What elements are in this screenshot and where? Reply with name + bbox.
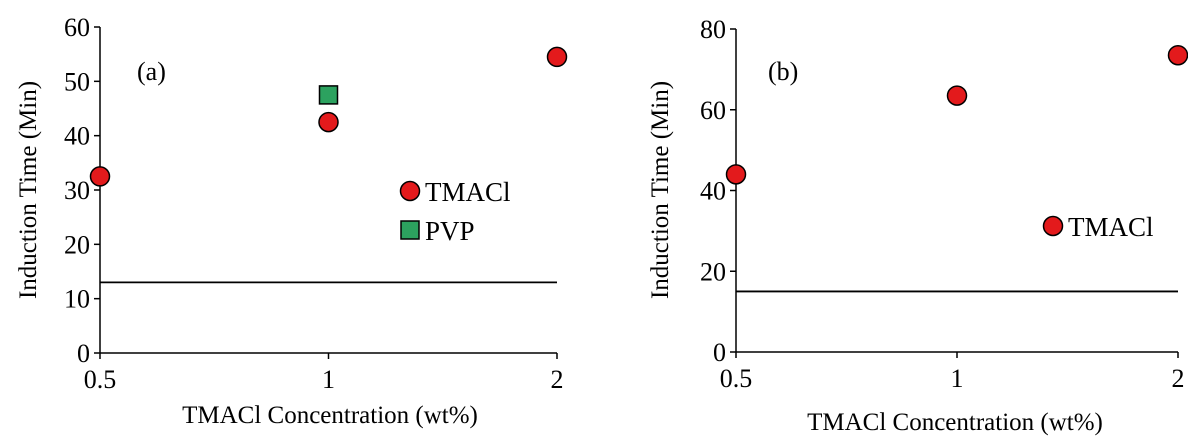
- y-tick-label: 60: [700, 96, 726, 125]
- panel-label: (b): [768, 57, 798, 86]
- legend-label: TMACl: [425, 177, 511, 207]
- y-tick-label: 40: [700, 177, 726, 206]
- y-tick-label: 0: [713, 338, 726, 367]
- x-tick-label: 0.5: [84, 365, 117, 394]
- y-tick-label: 30: [64, 176, 90, 205]
- y-tick-label: 80: [700, 15, 726, 44]
- x-tick-label: 2: [1172, 364, 1185, 393]
- legend-label: PVP: [425, 216, 475, 246]
- x-tick-label: 0.5: [720, 364, 753, 393]
- y-tick-label: 10: [64, 285, 90, 314]
- legend-marker-tmacl: [399, 180, 421, 202]
- y-tick-label: 40: [64, 122, 90, 151]
- chart-panel-a: 0 10 20 30 40 50 60 0.5 1 2 TMACl Concentration (w…: [15, 13, 568, 429]
- x-tick-label: 1: [951, 364, 964, 393]
- y-axis-title: Induction Time (Min): [647, 81, 674, 299]
- legend-marker-tmacl: [1042, 215, 1064, 237]
- x-tick-label: 2: [551, 365, 564, 394]
- y-tick-label: 50: [64, 67, 90, 96]
- x-tick-label: 1: [322, 365, 335, 394]
- data-point-pvp: [318, 85, 339, 105]
- y-axis-title: Induction Time (Min): [15, 81, 42, 299]
- x-axis-title: TMACl Concentration (wt%): [182, 402, 478, 429]
- legend-marker-pvp: [400, 220, 420, 240]
- legend-label: TMACl: [1068, 212, 1154, 242]
- data-point-tmacl: [318, 111, 339, 133]
- panel-label: (a): [137, 57, 166, 86]
- data-point-tmacl: [89, 166, 111, 187]
- chart-panel-b: 0 20 40 60 80 0.5 1 2 TMACl Concentration (wt%) I…: [647, 15, 1188, 436]
- data-point-tmacl: [546, 46, 568, 68]
- data-point-tmacl: [1167, 44, 1188, 66]
- data-point-tmacl: [946, 85, 968, 106]
- y-tick-label: 20: [64, 230, 90, 259]
- data-point-tmacl: [725, 164, 747, 185]
- y-tick-label: 0: [77, 339, 90, 368]
- x-axis-title: TMACl Concentration (wt%): [807, 409, 1103, 436]
- y-tick-label: 20: [700, 257, 726, 286]
- y-tick-label: 60: [64, 13, 90, 42]
